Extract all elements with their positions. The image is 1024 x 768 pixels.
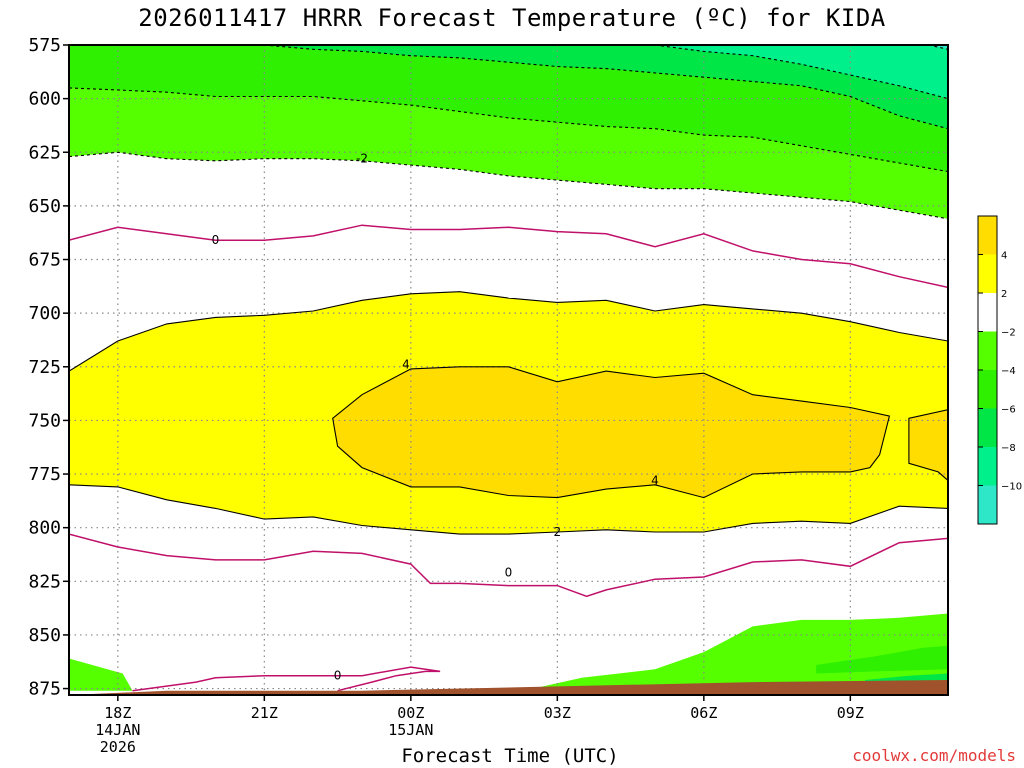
low-level-band-2 bbox=[816, 645, 948, 674]
isotherm-3 bbox=[654, 45, 948, 100]
y-tick-label-8: 775 bbox=[28, 464, 61, 485]
colorbar-swatch-0 bbox=[978, 216, 997, 255]
isotherm-label-11: 4 bbox=[651, 473, 659, 487]
y-tick-label-12: 875 bbox=[28, 679, 61, 700]
isotherm-label-6: 0 bbox=[505, 566, 513, 580]
isotherm-label-10: 4 bbox=[402, 358, 410, 372]
y-tick-label-11: 850 bbox=[28, 625, 61, 646]
band-minus6 bbox=[264, 45, 948, 129]
y-tick-label-3: 650 bbox=[28, 196, 61, 217]
isotherm-0 bbox=[69, 151, 948, 220]
y-tick-label-5: 700 bbox=[28, 303, 61, 324]
isotherm-1 bbox=[69, 87, 948, 173]
isotherm-7 bbox=[132, 666, 441, 692]
x-tick-year-0: 2026 bbox=[100, 738, 136, 756]
x-tick-label-0: 18Z bbox=[104, 704, 131, 722]
source-credit[interactable]: coolwx.com/models bbox=[852, 746, 1016, 765]
low-level-band-3 bbox=[865, 673, 948, 683]
isotherm-9 bbox=[69, 484, 948, 535]
colorbar-label-6: −10 bbox=[1001, 482, 1022, 493]
y-tick-label-0: 575 bbox=[28, 35, 61, 56]
plot-area: -2 0 0 0 2 2 4 4 bbox=[69, 0, 948, 695]
isotherm-10 bbox=[332, 366, 891, 499]
chart-title: 2026011417 HRRR Forecast Temperature (ºC… bbox=[138, 4, 886, 32]
colorbar-swatch-2 bbox=[978, 293, 997, 332]
isotherm-5 bbox=[69, 224, 948, 289]
colorbar-label-1: 2 bbox=[1001, 289, 1007, 300]
x-axis-label: Forecast Time (UTC) bbox=[401, 745, 619, 767]
colorbar-label-5: −8 bbox=[1001, 443, 1016, 454]
colorbar-label-0: 4 bbox=[1001, 251, 1007, 262]
x-tick-label-2: 00Z bbox=[397, 704, 424, 722]
isotherm-label-9: 2 bbox=[554, 525, 562, 539]
x-tick-label-1: 21Z bbox=[251, 704, 278, 722]
colorbar-label-4: −6 bbox=[1001, 405, 1016, 416]
isotherm-6 bbox=[69, 533, 948, 598]
y-tick-label-6: 725 bbox=[28, 357, 61, 378]
x-tick-label-5: 09Z bbox=[837, 704, 864, 722]
colorbar-label-2: −2 bbox=[1001, 328, 1016, 339]
colorbar-swatch-4 bbox=[978, 370, 997, 409]
isotherm-label-8: 2 bbox=[700, 0, 708, 9]
y-tick-label-4: 675 bbox=[28, 250, 61, 271]
x-tick-date-0: 14JAN bbox=[95, 721, 140, 739]
y-tick-label-2: 625 bbox=[28, 142, 61, 163]
isotherm-label-7: 0 bbox=[334, 669, 342, 683]
colorbar-swatch-1 bbox=[978, 254, 997, 293]
isotherm-label-0: -2 bbox=[356, 152, 368, 166]
colorbar-swatch-5 bbox=[978, 408, 997, 447]
y-tick-label-7: 750 bbox=[28, 410, 61, 431]
isotherm-8 bbox=[69, 291, 948, 372]
y-tick-label-9: 800 bbox=[28, 518, 61, 539]
plot-frame bbox=[68, 44, 949, 696]
x-tick-label-4: 06Z bbox=[690, 704, 717, 722]
band-plus4-1 bbox=[908, 409, 948, 481]
band-plus4-0 bbox=[332, 366, 890, 498]
y-tick-label-10: 825 bbox=[28, 571, 61, 592]
colorbar-swatch-3 bbox=[978, 331, 997, 370]
isotherm-label-5: 0 bbox=[212, 233, 220, 247]
ground bbox=[69, 680, 948, 695]
colorbar-swatch-6 bbox=[978, 447, 997, 486]
colorbar-swatch-7 bbox=[978, 485, 997, 524]
colorbar-label-3: −4 bbox=[1001, 366, 1016, 377]
isotherm-11 bbox=[908, 409, 948, 482]
band-minus8 bbox=[655, 45, 948, 99]
y-tick-label-1: 600 bbox=[28, 89, 61, 110]
x-tick-date-2: 15JAN bbox=[388, 721, 433, 739]
x-tick-label-3: 03Z bbox=[544, 704, 571, 722]
isotherm-2 bbox=[264, 45, 948, 130]
low-level-band-0 bbox=[69, 658, 133, 691]
